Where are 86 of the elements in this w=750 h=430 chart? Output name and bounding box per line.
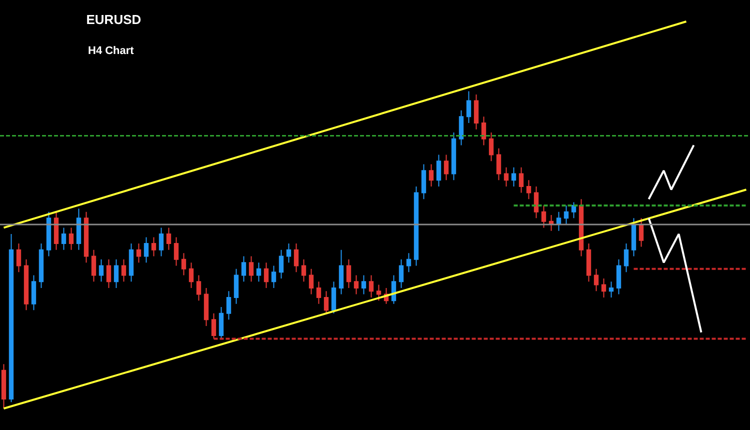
candlestick [391,274,396,304]
candlestick [128,243,134,282]
candlestick [601,278,606,298]
candlestick [114,258,119,288]
candlestick [158,227,164,257]
candlestick [564,204,569,226]
candlestick [368,274,374,298]
candlestick [511,166,516,187]
candlestick [204,287,209,327]
candlestick [548,214,554,232]
candlestick [234,268,239,304]
candlestick [406,252,412,273]
candlestick [264,262,269,288]
candlestick [68,227,74,250]
candlestick [481,116,486,146]
candlestick [166,227,172,250]
candlestick [541,204,546,228]
candlestick [436,154,442,187]
candlestick [556,211,562,232]
chart-title: EURUSD [86,12,142,28]
candlestick [76,208,82,250]
candlestick [361,274,366,295]
candlestick [136,243,142,264]
candlestick [46,211,52,257]
candlestick [338,249,344,295]
candlestick [218,306,224,340]
candlestick [91,249,96,282]
candlestick [631,218,636,257]
candlestick [301,258,306,282]
candlestick [398,258,404,288]
candlestick [98,258,104,282]
candlestick [504,166,509,187]
candlestick [414,186,419,266]
candlestick [286,243,292,264]
candlestick [54,211,59,250]
candlestick [16,243,22,273]
candlestick [61,227,66,250]
candlestick [316,281,322,304]
candlestick [518,166,524,194]
candlestick [458,110,464,146]
candlestick [608,281,614,298]
candlestick [308,268,314,295]
candlestick [324,290,329,314]
candlestick [496,148,502,181]
candlestick [571,202,576,219]
candlestick [444,154,449,181]
candlestick [278,249,284,279]
candlestick [638,218,644,248]
candlestick [24,258,29,311]
candlestick [594,268,599,292]
candlestick [616,258,622,295]
candlestick [526,180,532,200]
candlestick [488,132,494,162]
candlestick [106,258,112,288]
candlestick [211,312,216,340]
candlestick [151,236,156,257]
candlestick [354,274,359,295]
candlestick [38,243,44,288]
candlestick [586,243,592,282]
candlestick [466,90,472,124]
candlestick [534,186,539,219]
candlestick [144,236,149,264]
candlestick [451,132,456,181]
chart-subtitle: H4 Chart [88,45,134,57]
candlestick [84,211,89,264]
candlestick [256,262,262,282]
candlestick [248,256,254,282]
candlestick [271,265,276,288]
candlestick [421,164,426,200]
candlestick [31,274,36,311]
candlestick [428,164,434,187]
candlestick [121,258,126,282]
candlestick [294,243,299,273]
candlestick [174,236,179,266]
candlestick [474,94,479,130]
candlestick [1,364,6,409]
candlestick [8,234,14,403]
candlestick [376,284,382,302]
candlestick [331,281,336,314]
candlestick [226,290,232,320]
candlestick [181,252,186,276]
candlestick [188,262,194,288]
candlestick [196,274,202,302]
candlestick [346,258,352,288]
candlestick [241,256,246,282]
candlestick [624,243,629,273]
